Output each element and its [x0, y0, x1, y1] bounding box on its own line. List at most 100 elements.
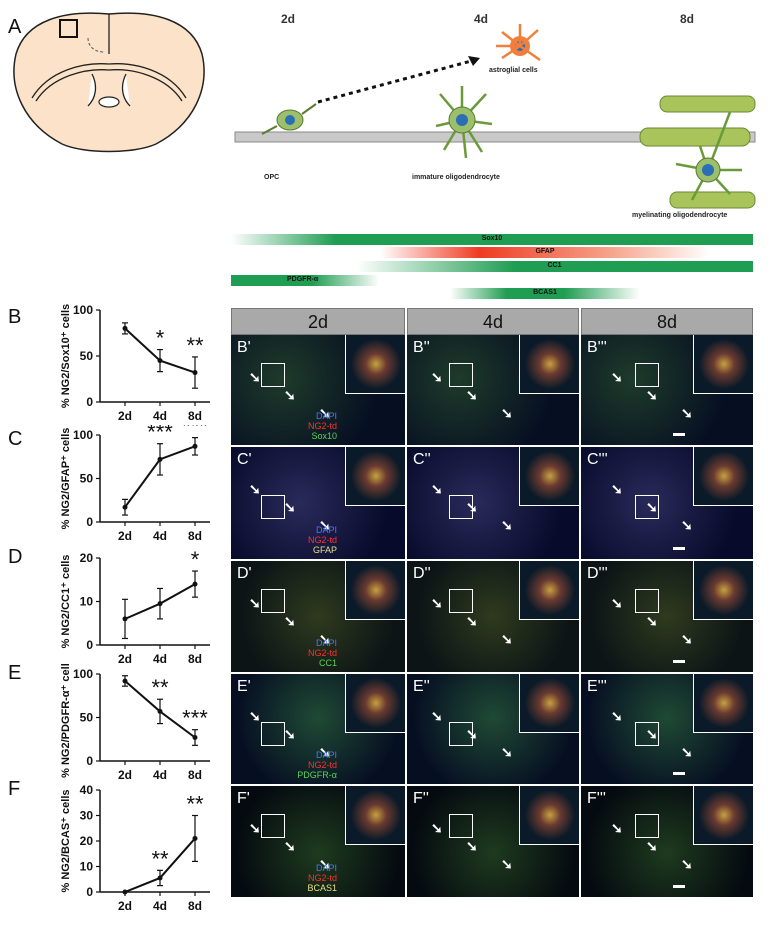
- y-tick-label: 50: [80, 472, 94, 486]
- zoom-inset: [693, 786, 753, 845]
- timepoint-label-8d: 8d: [680, 12, 695, 26]
- legend-entry: NG2-td: [307, 535, 337, 545]
- x-tick-label: 8d: [188, 409, 202, 423]
- arrow-icon: ➘: [249, 820, 261, 836]
- legend-entry: Sox10: [311, 431, 337, 441]
- data-point: [157, 601, 163, 607]
- y-tick-label: 100: [73, 667, 93, 681]
- arrow-icon: ➘: [646, 499, 658, 515]
- legend-entry: NG2-td: [307, 873, 337, 883]
- zoom-inset: [345, 335, 405, 394]
- zoom-inset: [345, 674, 405, 733]
- significance-marker: **: [151, 675, 169, 700]
- micrograph-label: B'': [413, 339, 430, 356]
- arrow-icon: ➘: [431, 369, 443, 385]
- legend-entry: GFAP: [312, 545, 337, 555]
- astroglial-cell-icon: [496, 24, 541, 62]
- micrograph-label: C''': [587, 451, 608, 468]
- y-axis-label: % NG2/CC1⁺ cells: [60, 555, 72, 649]
- arrow-icon: ➘: [319, 631, 331, 647]
- arrow-icon: ➘: [611, 481, 623, 497]
- micrograph-c-1: C' ➘ ➘ ➘ DAPI NG2-td GFAP: [231, 447, 405, 559]
- data-point: [122, 504, 128, 510]
- x-tick-label: 2d: [118, 768, 132, 782]
- legend-entry: NG2-td: [307, 648, 337, 658]
- x-tick-label: 8d: [188, 529, 202, 543]
- y-axis-label: % NG2/PDGFR-α⁺ cells: [60, 664, 72, 778]
- micrograph-label: F'': [413, 790, 429, 807]
- zoom-inset: [519, 786, 579, 845]
- myelinating-oligodendrocyte-icon: [639, 95, 756, 209]
- y-tick-label: 10: [80, 860, 94, 874]
- legend-entry: PDGFR-α: [297, 770, 337, 780]
- y-axis-label: % NG2/Sox10⁺ cells: [60, 304, 72, 408]
- immature-oligodendrocyte-label: immature oligodendrocyte: [412, 174, 500, 181]
- x-tick-label: 4d: [153, 899, 167, 913]
- arrow-icon: ➘: [466, 499, 478, 515]
- significance-marker: *: [191, 548, 200, 572]
- x-tick-label: 2d: [118, 899, 132, 913]
- panel-letter-a: A: [8, 16, 22, 38]
- micrograph-f-3: F''' ➘ ➘ ➘: [581, 786, 753, 897]
- y-tick-label: 0: [86, 754, 93, 768]
- legend-entry: BCAS1: [307, 883, 337, 893]
- arrow-icon: ➘: [466, 387, 478, 403]
- region-box: [449, 722, 473, 746]
- x-tick-label: 8d: [188, 652, 202, 666]
- arrow-icon: ➘: [319, 405, 331, 421]
- opc-cell-icon: [261, 103, 317, 135]
- arrow-icon: ➘: [646, 387, 658, 403]
- micrograph-label: B''': [587, 339, 607, 356]
- graph-d-cc1: 0 10 20 2d 4d 8d * % NG2/CC1⁺ cells: [60, 548, 210, 666]
- arrow-icon: ➘: [431, 595, 443, 611]
- arrow-icon: ➘: [249, 708, 261, 724]
- astroglial-cells-label: astroglial cells: [489, 67, 538, 74]
- arrow-icon: ➘: [501, 405, 513, 421]
- data-point: [192, 835, 198, 841]
- legend-entry: DAPI: [315, 411, 337, 421]
- timepoint-label-2d: 2d: [281, 12, 296, 26]
- micrograph-c-2: C'' ➘ ➘ ➘: [407, 447, 579, 559]
- data-point: [192, 443, 198, 449]
- column-header-8d: 8d: [581, 308, 753, 335]
- y-tick-label: 0: [86, 395, 93, 409]
- micrograph-f-2: F'' ➘ ➘ ➘: [407, 786, 579, 897]
- zoom-inset: [519, 335, 579, 394]
- data-point: [192, 581, 198, 587]
- arrow-icon: ➘: [466, 838, 478, 854]
- y-tick-label: 30: [80, 809, 94, 823]
- column-header-2d: 2d: [231, 308, 405, 335]
- arrow-icon: ➘: [681, 517, 693, 533]
- data-point: [122, 889, 128, 895]
- timepoint-label-4d: 4d: [474, 12, 489, 26]
- arrow-icon: ➘: [284, 613, 296, 629]
- x-tick-label: 8d: [188, 768, 202, 782]
- region-box: [261, 722, 285, 746]
- micrograph-c-3: C''' ➘ ➘ ➘: [581, 447, 753, 559]
- legend-entry: NG2-td: [307, 760, 337, 770]
- data-point: [122, 325, 128, 331]
- y-tick-label: 20: [80, 551, 94, 565]
- zoom-inset: [693, 674, 753, 733]
- y-axis-label: % NG2/BCAS⁺ cells: [60, 789, 72, 892]
- significance-marker: **: [186, 792, 204, 817]
- micrograph-label: F': [237, 790, 250, 807]
- micrograph-e-2: E'' ➘ ➘ ➘: [407, 674, 579, 784]
- micrograph-label: B': [237, 339, 251, 356]
- data-point: [157, 708, 163, 714]
- arrow-icon: ➘: [431, 820, 443, 836]
- brain-section-illustration: [13, 12, 205, 153]
- arrow-icon: ➘: [284, 499, 296, 515]
- micrograph-d-3: D''' ➘ ➘ ➘: [581, 561, 753, 672]
- significance-marker: ***: [147, 425, 173, 445]
- region-box: [635, 722, 659, 746]
- arrow-icon: ➘: [681, 405, 693, 421]
- micrograph-e-3: E''' ➘ ➘ ➘: [581, 674, 753, 784]
- region-box: [635, 589, 659, 613]
- scale-bar: [673, 547, 685, 550]
- significance-marker: ***: [182, 706, 208, 731]
- micrograph-label: E'': [413, 678, 430, 695]
- legend-entry: NG2-td: [307, 421, 337, 431]
